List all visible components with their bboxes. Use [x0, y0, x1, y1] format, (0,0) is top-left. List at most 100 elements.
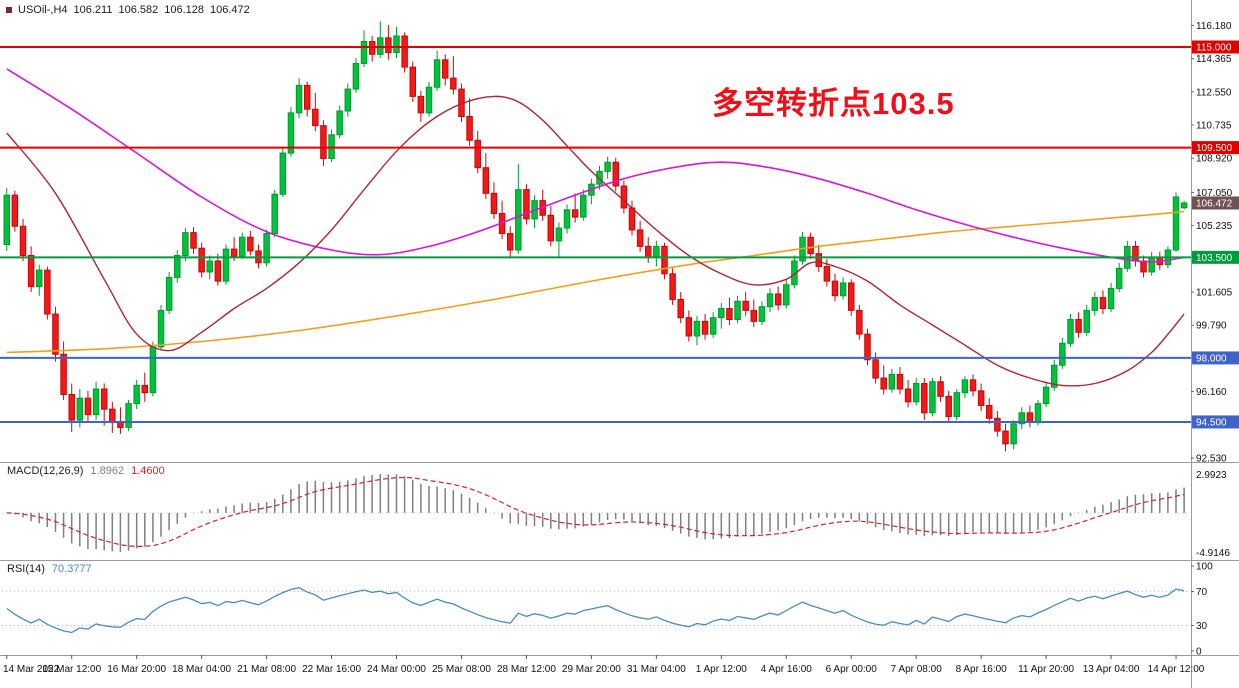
symbol-marker-icon — [6, 7, 12, 13]
candle — [1067, 314, 1074, 347]
candle — [588, 178, 595, 205]
candle — [977, 383, 985, 411]
candle — [19, 218, 27, 261]
macd-signal-line — [6, 476, 1185, 547]
time-axis-label: 4 Apr 16:00 — [761, 664, 813, 675]
candle — [352, 57, 360, 93]
candle — [1075, 312, 1082, 338]
time-axis-label: 22 Mar 16:00 — [302, 664, 361, 675]
time-axis-label: 21 Mar 08:00 — [237, 664, 296, 675]
candle — [571, 193, 579, 223]
candle — [734, 295, 741, 324]
candle — [953, 389, 961, 421]
candle — [84, 390, 92, 422]
rsi-indicator-label: RSI(14) 70.3777 — [7, 563, 92, 575]
price-axis-label: 101.605 — [1196, 287, 1233, 298]
price-badge — [1192, 40, 1239, 54]
candle — [709, 312, 717, 338]
macd-histogram — [14, 474, 1185, 552]
candle — [466, 98, 473, 146]
symbol-info-line: USOil-,H4 106.211 106.582 106.128 106.47… — [6, 4, 250, 16]
candle — [856, 304, 863, 340]
candle — [620, 180, 628, 214]
candle — [986, 398, 993, 424]
macd-panel: 2.9923 -4.9146 — [2, 470, 1230, 559]
candle — [718, 303, 725, 329]
rsi-axis-label: 100 — [1196, 562, 1213, 573]
candle — [117, 407, 124, 434]
candle — [190, 227, 197, 254]
chart-annotation-text[interactable]: 多空转折点103.5 — [712, 86, 955, 121]
candle — [636, 220, 644, 252]
candle — [831, 273, 839, 302]
candle — [441, 54, 449, 86]
sma-fast-crimson — [6, 95, 1185, 387]
candle — [1083, 304, 1090, 336]
time-axis-label: 29 Mar 20:00 — [562, 664, 621, 675]
price-badge-label: 106.472 — [1196, 198, 1233, 209]
candle — [742, 292, 749, 316]
macd-axis-max-label: 2.9923 — [1196, 470, 1227, 481]
candle — [409, 61, 416, 102]
candle — [807, 232, 814, 260]
candle — [417, 90, 425, 122]
candle — [165, 271, 173, 315]
price-axis-label: 110.735 — [1196, 121, 1232, 132]
candle — [11, 190, 19, 232]
price-badge-label: 103.500 — [1196, 253, 1233, 264]
candle — [482, 153, 490, 199]
candle — [149, 341, 157, 397]
candle — [726, 297, 733, 326]
sma-slow-orange — [6, 210, 1185, 354]
candle — [945, 390, 952, 422]
candle — [644, 237, 652, 263]
candle — [783, 279, 790, 309]
time-axis-label: 28 Mar 12:00 — [497, 664, 556, 675]
candle — [35, 264, 43, 296]
candle — [287, 107, 295, 157]
time-axis-label: 6 Apr 00:00 — [826, 664, 878, 675]
rsi-line — [6, 587, 1185, 634]
candle — [937, 376, 944, 402]
time-axis-label: 13 Apr 04:00 — [1083, 664, 1140, 675]
candle — [969, 374, 977, 397]
price-badge-label: 94.500 — [1196, 417, 1227, 428]
candle — [214, 253, 222, 286]
price-axis-label: 108.920 — [1196, 154, 1233, 165]
candle — [393, 26, 400, 58]
candle — [1180, 201, 1188, 210]
candle — [750, 299, 758, 327]
candle — [312, 92, 319, 132]
candle — [921, 378, 928, 421]
candle — [774, 286, 782, 311]
candle — [263, 229, 270, 267]
candle — [677, 292, 684, 324]
time-axis-label: 7 Apr 08:00 — [891, 664, 943, 675]
candle — [961, 376, 969, 399]
candle — [669, 268, 676, 305]
candle — [604, 156, 611, 179]
candle — [109, 401, 116, 433]
rsi-axis-label: 70 — [1196, 587, 1208, 598]
candle — [523, 184, 530, 225]
candle — [125, 399, 132, 432]
candle — [896, 367, 904, 395]
candle — [385, 25, 392, 60]
low-value: 106.128 — [164, 4, 204, 16]
candle — [1107, 282, 1115, 313]
candle — [279, 147, 287, 197]
candle — [685, 310, 693, 342]
candle — [515, 164, 522, 254]
candle — [368, 36, 376, 62]
price-axis-label: 99.790 — [1196, 321, 1227, 332]
price-badge — [1192, 196, 1239, 210]
price-badge-label: 98.000 — [1196, 353, 1227, 364]
candle — [839, 277, 847, 300]
candle — [994, 410, 1001, 437]
candle — [271, 189, 278, 238]
time-axis-label: 24 Mar 00:00 — [367, 664, 426, 675]
candle — [653, 240, 660, 267]
